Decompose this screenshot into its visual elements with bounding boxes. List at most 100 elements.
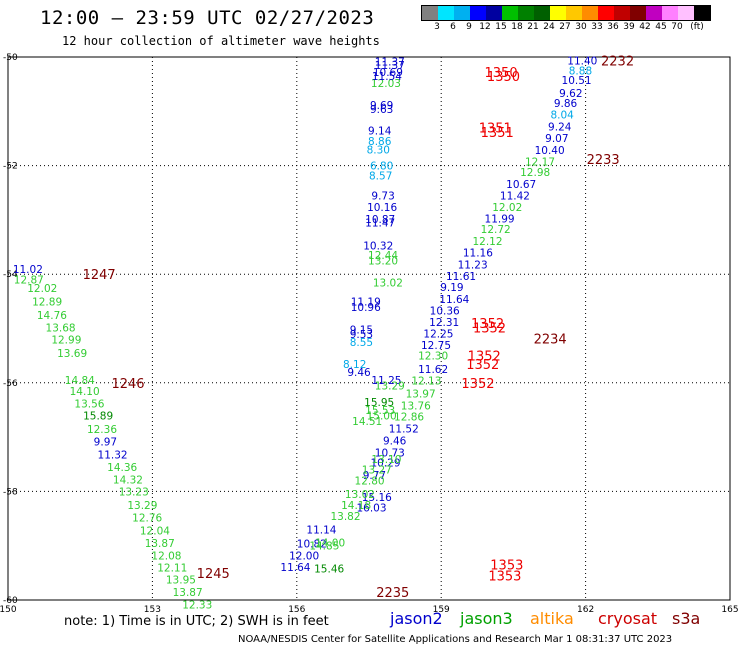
swh-value-label: 14.00: [315, 537, 345, 549]
swh-value-label: 12.03: [371, 78, 401, 90]
color-scale-label: 70: [671, 22, 683, 32]
pass-time-label: 1350: [485, 66, 518, 81]
swh-value-label: 12.02: [492, 202, 522, 214]
swh-value-label: 10.96: [351, 302, 381, 314]
swh-value-label: 14.51: [352, 416, 382, 428]
swh-value-label: 11.47: [365, 218, 395, 230]
swh-value-label: 9.63: [370, 104, 393, 116]
swh-value-label: 15.89: [83, 410, 113, 422]
x-tick-label: 162: [577, 605, 594, 615]
swh-value-label: 14.18: [341, 500, 371, 512]
swh-value-label: 13.56: [74, 398, 104, 410]
swh-value-label: 11.37: [375, 56, 405, 68]
swh-value-label: 9.15: [350, 325, 373, 337]
swh-value-label: 13.20: [368, 256, 398, 268]
pass-time-label: 1352: [468, 350, 501, 365]
pass-time-label: 1352: [471, 317, 504, 332]
legend-entry-s3a: s3a: [672, 609, 701, 628]
swh-value-label: 9.69: [370, 100, 393, 112]
swh-value-label: 11.19: [351, 296, 381, 308]
legend-entry-altika: altika: [530, 609, 574, 628]
swh-value-label: 11.40: [567, 55, 597, 67]
color-scale-swatch: [438, 6, 454, 20]
swh-value-label: 13.87: [145, 538, 175, 550]
swh-value-label: 15.95: [364, 397, 394, 409]
pass-time-label: 1352: [466, 358, 499, 373]
swh-value-label: 9.86: [554, 98, 578, 110]
color-scale-swatch: [486, 6, 502, 20]
swh-value-label: 11.02: [13, 264, 43, 276]
swh-value-label: 8.88: [569, 66, 592, 78]
swh-value-label: 10.67: [506, 179, 536, 191]
swh-value-label: 10.36: [430, 306, 460, 318]
swh-value-label: 13.82: [330, 511, 360, 523]
pass-time-label: 1247: [83, 268, 116, 283]
swh-value-label: 11.54: [372, 71, 402, 83]
pass-time-label: 1352: [461, 377, 494, 392]
x-tick-label: 150: [0, 605, 17, 615]
swh-value-label: 11.16: [463, 247, 493, 259]
x-tick-label: 153: [144, 605, 161, 615]
swh-value-label: 14.84: [65, 375, 95, 387]
swh-value-label: 12.11: [157, 562, 187, 574]
color-scale-swatch: [662, 6, 678, 20]
swh-value-label: 13.76: [401, 401, 431, 413]
swh-value-label: 12.72: [481, 224, 511, 236]
swh-value-label: 12.89: [32, 296, 62, 308]
y-tick-label: -54: [3, 270, 18, 280]
x-tick-label: 159: [433, 605, 450, 615]
swh-value-label: 13.10: [371, 454, 401, 466]
pass-time-label: 1350: [487, 70, 520, 85]
swh-value-label: 10.29: [370, 458, 400, 470]
swh-value-label: 9.53: [350, 329, 373, 341]
color-scale-swatch: [566, 6, 582, 20]
swh-value-label: 16.03: [356, 503, 386, 515]
swh-value-label: 12.04: [140, 525, 170, 537]
color-scale-label: 24: [543, 22, 555, 32]
swh-value-label: 8.30: [367, 144, 390, 156]
swh-value-label: 12.02: [27, 283, 57, 295]
color-scale-swatch: [518, 6, 534, 20]
color-scale-swatch: [614, 6, 630, 20]
legend-entry-cryosat: cryosat: [598, 609, 658, 628]
chart-subtitle: 12 hour collection of altimeter wave hei…: [62, 34, 380, 48]
pass-time-label: 1351: [479, 122, 512, 137]
y-tick-label: -50: [3, 53, 18, 63]
swh-value-label: 11.62: [418, 364, 448, 376]
swh-value-label: 12.75: [421, 340, 451, 352]
swh-value-label: 13.87: [173, 587, 203, 599]
swh-value-label: 9.19: [440, 282, 463, 294]
swh-value-label: 9.46: [347, 367, 371, 379]
swh-value-label: 14.10: [70, 386, 100, 398]
swh-value-label: 11.25: [371, 375, 401, 387]
pass-time-label: 1245: [197, 567, 230, 582]
pass-time-label: 1352: [473, 321, 506, 336]
swh-value-label: 12.86: [394, 411, 424, 423]
y-tick-label: -56: [3, 379, 18, 389]
color-scale-label: 27: [559, 22, 571, 32]
color-scale-swatch: [598, 6, 614, 20]
color-scale-label: 15: [495, 22, 507, 32]
x-tick-label: 156: [288, 605, 305, 615]
swh-value-label: 12.99: [51, 334, 81, 346]
swh-value-label: 12.33: [182, 599, 212, 611]
swh-value-label: 13.02: [373, 277, 403, 289]
color-scale-label: 12: [479, 22, 491, 32]
pass-time-label: 2235: [376, 586, 409, 601]
pass-time-label: 2232: [601, 54, 634, 69]
swh-value-label: 10.40: [535, 145, 565, 157]
pass-time-label: 1246: [111, 377, 144, 392]
y-tick-label: -52: [3, 162, 18, 172]
swh-value-label: 12.12: [472, 236, 502, 248]
swh-value-label: 12.25: [423, 328, 453, 340]
swh-value-label: 10.51: [562, 75, 592, 87]
color-scale-swatch: [646, 6, 662, 20]
color-scale-label: 42: [639, 22, 651, 32]
swh-value-label: 6.80: [370, 161, 393, 173]
swh-value-label: 11.99: [485, 213, 515, 225]
swh-value-label: 11.52: [389, 423, 419, 435]
color-scale-label: 3: [434, 22, 440, 32]
x-tick-label: 165: [721, 605, 738, 615]
